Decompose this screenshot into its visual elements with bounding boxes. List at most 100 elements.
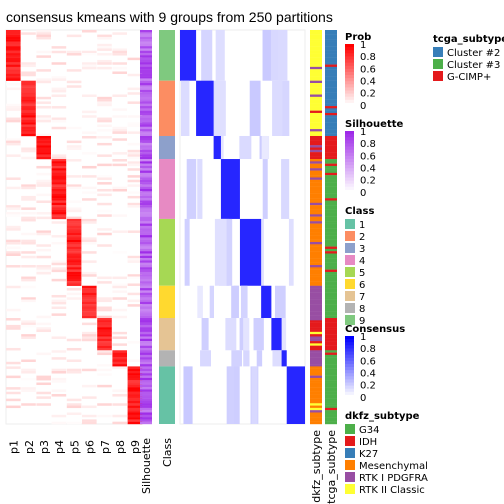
silhouette-cell xyxy=(140,403,152,406)
tcga-subtype-cell xyxy=(325,276,337,280)
prob-cell xyxy=(82,313,97,316)
silhouette-cell xyxy=(140,352,152,356)
prob-cell xyxy=(51,207,67,210)
silhouette-cell xyxy=(140,255,152,259)
prob-cell xyxy=(6,361,21,365)
prob-cell xyxy=(6,241,21,245)
prob-cell xyxy=(6,119,21,123)
silhouette-cell xyxy=(140,405,152,409)
dkfz-subtype-cell xyxy=(310,269,322,273)
prob-cell xyxy=(21,285,36,289)
tcga-legend-title: tcga_subtype xyxy=(433,34,504,45)
prob-cell xyxy=(97,368,112,372)
prob-cell xyxy=(6,253,21,257)
consensus-noise xyxy=(183,366,193,424)
silhouette-cell xyxy=(140,407,152,411)
prob-cell xyxy=(6,327,21,330)
silhouette-cell xyxy=(140,269,152,273)
prob-cell xyxy=(97,59,112,63)
prob-cell xyxy=(21,186,36,190)
dkfz-subtype-cell xyxy=(310,182,322,185)
prob-cell xyxy=(112,53,127,56)
tcga-subtype-cell xyxy=(325,283,337,286)
prob-cell xyxy=(97,322,112,326)
prob-cell xyxy=(36,375,51,379)
prob-cell xyxy=(127,368,143,372)
prob-cell xyxy=(36,32,51,35)
silhouette-cell xyxy=(140,122,152,125)
prob-cell xyxy=(36,142,51,146)
tcga-subtype-cell xyxy=(325,230,337,233)
consensus-legend-gradient-step xyxy=(345,363,354,368)
prob-cell xyxy=(6,69,21,72)
prob-cell xyxy=(66,265,82,268)
prob-cell xyxy=(127,407,143,411)
consensus-legend-tick: 0.2 xyxy=(360,381,376,392)
class-legend-swatch xyxy=(345,231,355,241)
dkfz-subtype-cell xyxy=(310,382,322,386)
prob-cell xyxy=(127,87,143,91)
dkfz-subtype-cell xyxy=(310,168,322,171)
prob-cell xyxy=(97,214,112,217)
prob-cell xyxy=(97,228,112,231)
prob-cell xyxy=(6,207,21,210)
consensus-legend-gradient-step xyxy=(345,370,354,374)
consensus-noise xyxy=(278,80,290,136)
prob-cell xyxy=(97,202,112,206)
prob-cell xyxy=(66,241,82,245)
tcga-subtype-cell xyxy=(325,163,337,167)
dkfz-subtype-cell xyxy=(310,131,322,134)
silhouette-legend-tick: 0.6 xyxy=(360,151,376,162)
prob-cell xyxy=(82,53,97,56)
dkfz-subtype-cell xyxy=(310,207,322,210)
class-legend-label: 7 xyxy=(359,292,365,303)
silhouette-cell xyxy=(140,419,152,422)
tcga-legend-label: Cluster #2 xyxy=(447,48,500,59)
silhouette-cell xyxy=(140,345,152,349)
prob-cell xyxy=(36,269,51,273)
prob-legend-gradient-step xyxy=(345,93,354,98)
tcga-subtype-cell xyxy=(325,92,337,95)
tcga-subtype-cell xyxy=(325,324,337,328)
prob-cell xyxy=(36,165,51,169)
class-bar xyxy=(159,80,175,136)
silhouette-legend-gradient-step xyxy=(345,165,354,169)
prob-cell xyxy=(51,301,67,305)
prob-cell xyxy=(97,96,112,100)
prob-cell xyxy=(66,200,82,204)
prob-cell xyxy=(66,421,82,425)
prob-cell xyxy=(36,117,51,121)
silhouette-cell xyxy=(140,262,152,266)
tcga-subtype-cell xyxy=(325,198,337,201)
tcga-subtype-cell xyxy=(325,364,337,367)
consensus-legend-gradient-step xyxy=(345,342,354,346)
tcga-subtype-cell xyxy=(325,350,337,353)
prob-legend-gradient-step xyxy=(345,90,354,95)
tcga-subtype-cell xyxy=(325,117,337,121)
tcga-subtype-cell xyxy=(325,334,337,337)
prob-cell xyxy=(127,230,143,233)
prob-cell xyxy=(112,32,127,35)
dkfz-subtype-cell xyxy=(310,106,322,109)
dkfz-subtype-cell xyxy=(310,338,322,342)
silhouette-cell xyxy=(140,57,152,61)
consensus-noise xyxy=(209,80,219,136)
tcga-subtype-cell xyxy=(325,306,337,309)
prob-cell xyxy=(97,364,112,367)
tcga-legend-label: G-CIMP+ xyxy=(447,72,491,83)
prob-cell xyxy=(21,106,36,109)
tcga-subtype-cell xyxy=(325,57,337,61)
silhouette-cell xyxy=(140,50,152,54)
dkfz-subtype-cell xyxy=(310,324,322,328)
prob-cell xyxy=(97,66,112,70)
tcga-subtype-cell xyxy=(325,223,337,227)
prob-cell xyxy=(127,154,143,157)
prob-cell xyxy=(82,135,97,139)
prob-cell xyxy=(51,389,67,392)
prob-cell xyxy=(127,405,143,409)
consensus-noise xyxy=(262,30,273,81)
tcga-subtype-cell xyxy=(325,396,337,399)
dkfz-subtype-cell xyxy=(310,306,322,309)
tcga-subtype-cell xyxy=(325,126,337,130)
silhouette-cell xyxy=(140,265,152,268)
